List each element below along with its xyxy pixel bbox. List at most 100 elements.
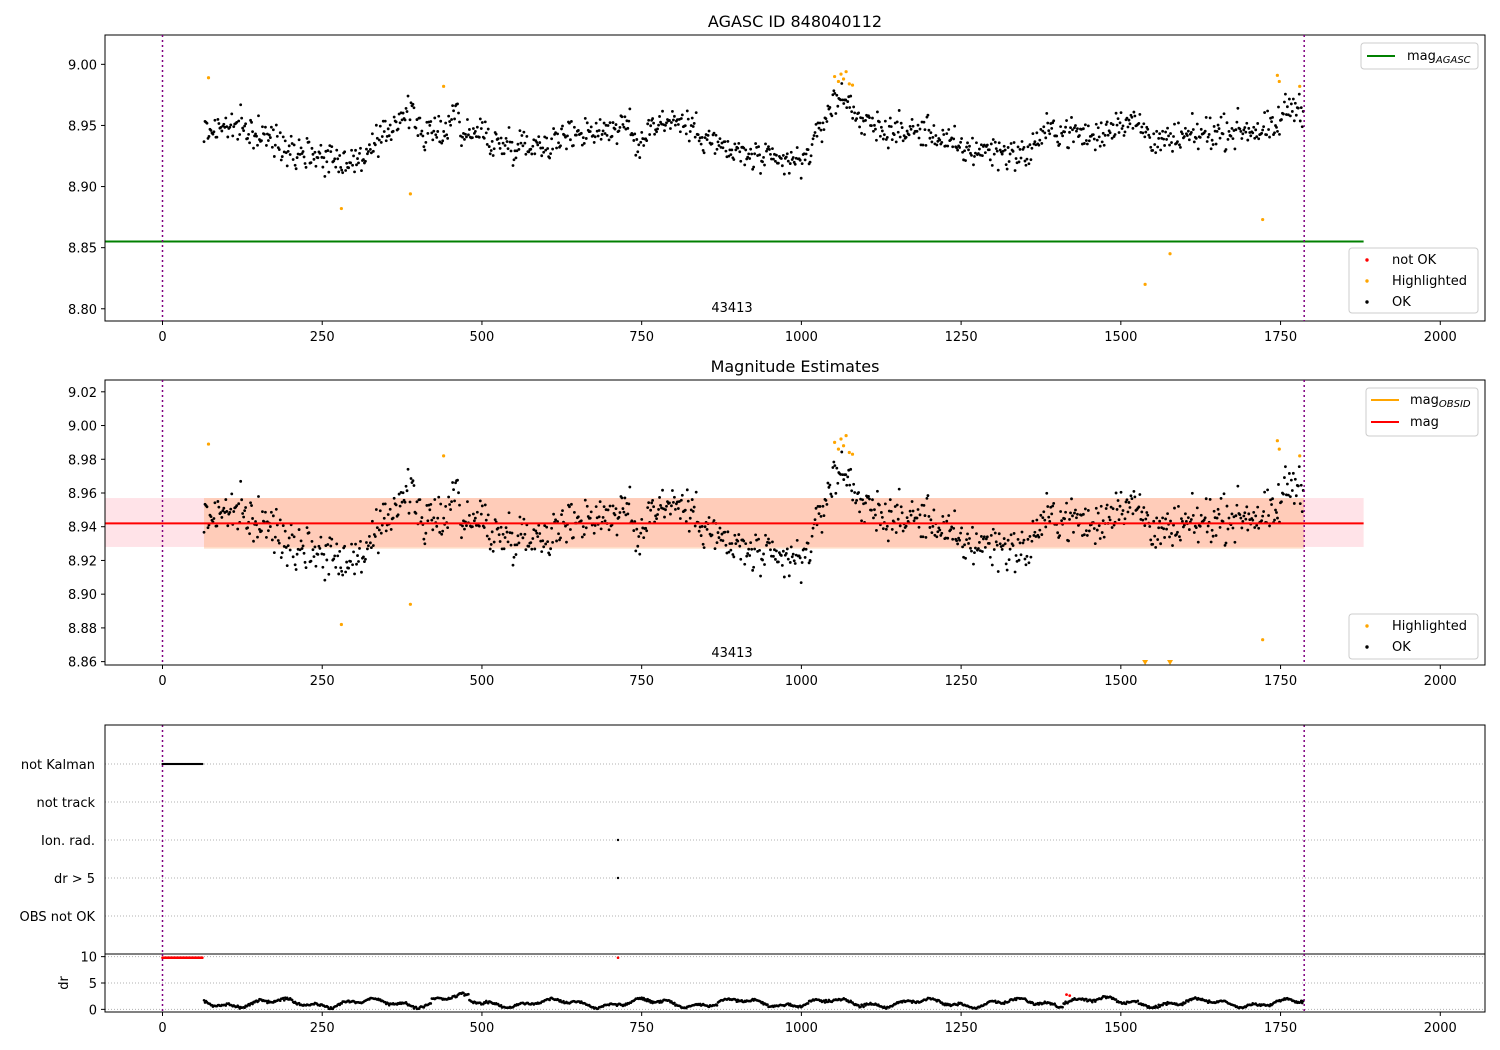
- legend-not-ok-label: not OK: [1392, 253, 1437, 268]
- ok-point: [400, 500, 404, 504]
- ok-point: [488, 547, 492, 551]
- ok-point: [545, 136, 549, 140]
- ok-point: [1278, 132, 1281, 136]
- ok-point: [673, 114, 676, 118]
- legend-ok-swatch-2: [1365, 645, 1369, 649]
- dr-point: [859, 1005, 862, 1009]
- ok-point: [832, 89, 836, 93]
- ok-point: [753, 152, 757, 156]
- x-tick-label-2-1750: 1750: [1264, 674, 1297, 689]
- ok-point: [940, 531, 944, 535]
- ok-point: [987, 542, 991, 545]
- ok-point: [884, 138, 888, 141]
- ok-point: [1185, 134, 1189, 137]
- ok-point: [772, 157, 775, 161]
- ok-point: [581, 525, 585, 529]
- ok-point: [833, 464, 837, 467]
- ok-point: [810, 143, 814, 146]
- ok-point: [1146, 127, 1150, 131]
- ok-point: [1019, 553, 1023, 557]
- ok-point: [284, 151, 288, 155]
- ok-point: [1144, 517, 1148, 521]
- ok-point: [947, 128, 951, 131]
- ok-point: [322, 552, 326, 556]
- ok-point: [915, 129, 919, 133]
- ok-point: [1226, 137, 1230, 141]
- ok-point: [926, 494, 930, 497]
- ok-point: [287, 536, 291, 540]
- ok-point: [546, 540, 550, 544]
- ok-point: [525, 134, 529, 138]
- ok-point: [260, 139, 263, 143]
- ok-point: [729, 153, 733, 157]
- ok-point: [447, 495, 451, 499]
- ok-point: [279, 556, 283, 559]
- ok-point: [434, 133, 438, 137]
- ok-point: [620, 496, 624, 500]
- ok-point: [1299, 106, 1303, 109]
- ok-point: [945, 519, 949, 523]
- ok-point: [965, 145, 968, 149]
- ok-point: [522, 130, 526, 134]
- ok-point: [289, 134, 293, 138]
- ok-point: [368, 143, 371, 147]
- ok-point: [879, 125, 883, 129]
- ok-point: [938, 138, 942, 142]
- ok-point: [1275, 511, 1278, 514]
- ok-point: [691, 125, 695, 128]
- ok-point: [376, 551, 380, 555]
- ok-point: [857, 111, 861, 115]
- ok-point: [956, 148, 960, 152]
- ok-point: [813, 131, 817, 134]
- legend-mag: magOBSID mag: [1365, 387, 1479, 437]
- ok-point: [375, 136, 379, 140]
- ok-point: [864, 501, 867, 505]
- ok-point: [734, 148, 738, 152]
- ok-point: [529, 147, 533, 151]
- ok-point: [808, 559, 812, 562]
- ok-point: [1000, 547, 1004, 551]
- ok-point: [983, 151, 987, 155]
- ok-point: [958, 146, 962, 149]
- ok-point: [1298, 502, 1302, 506]
- ok-point: [1141, 131, 1145, 135]
- ok-point: [552, 127, 555, 130]
- ok-point: [963, 149, 966, 153]
- ok-point: [885, 524, 889, 528]
- ok-point: [423, 148, 427, 152]
- ok-point: [579, 131, 583, 135]
- ok-point: [407, 511, 411, 515]
- ok-point: [994, 540, 998, 544]
- ok-point: [228, 511, 232, 514]
- highlighted-point: [206, 76, 211, 80]
- ok-point: [368, 535, 371, 538]
- ok-point: [1176, 140, 1179, 144]
- ok-point: [321, 165, 325, 169]
- ok-point: [394, 503, 398, 507]
- ok-point: [1218, 525, 1222, 529]
- ok-point: [592, 531, 596, 535]
- ok-point: [360, 169, 363, 173]
- ok-point: [466, 500, 469, 504]
- ok-point: [247, 133, 250, 136]
- ok-point: [1158, 132, 1162, 136]
- ok-point: [530, 547, 534, 551]
- ok-point: [418, 498, 422, 502]
- ok-point: [589, 125, 593, 129]
- ok-point: [1166, 512, 1169, 515]
- ok-point: [213, 118, 217, 122]
- ok-point: [974, 151, 977, 155]
- ok-point: [209, 515, 213, 519]
- ok-point: [1234, 128, 1238, 132]
- ok-point: [1004, 562, 1008, 566]
- ok-point: [894, 140, 898, 144]
- ok-point: [351, 163, 354, 167]
- ok-point: [506, 540, 510, 544]
- ok-point: [1256, 505, 1260, 509]
- ok-point: [622, 125, 626, 129]
- dr-point: [956, 1003, 959, 1007]
- highlighted-point: [833, 440, 837, 444]
- ok-point: [437, 495, 441, 499]
- ok-point: [934, 134, 938, 137]
- ok-point: [502, 547, 506, 551]
